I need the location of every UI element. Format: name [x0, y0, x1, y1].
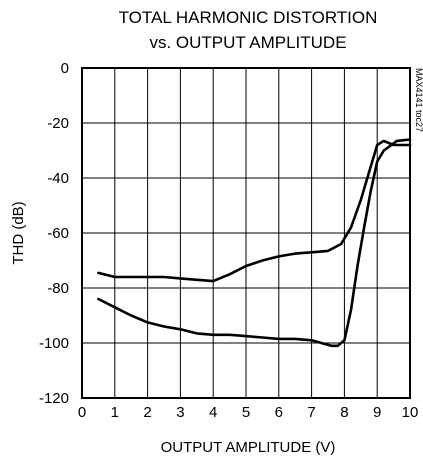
y-tick-label: -80	[47, 280, 69, 297]
y-tick-label: -120	[39, 390, 69, 407]
x-tick-label: 8	[340, 404, 348, 421]
x-tick-label: 0	[78, 404, 86, 421]
x-axis-label: OUTPUT AMPLITUDE (V)	[161, 439, 336, 456]
x-tick-label: 6	[275, 404, 283, 421]
y-tick-label: -60	[47, 225, 69, 242]
x-tick-label: 4	[209, 404, 217, 421]
y-tick-label: -100	[39, 335, 69, 352]
figure-code: MAX4141 toc27	[414, 68, 423, 132]
chart-title-line-2: vs. OUTPUT AMPLITUDE	[149, 33, 346, 52]
y-tick-label: -20	[47, 115, 69, 132]
x-tick-label: 2	[143, 404, 151, 421]
series-line-1	[97, 139, 412, 283]
x-tick-label: 7	[307, 404, 315, 421]
x-tick-label: 3	[176, 404, 184, 421]
grid-lines	[82, 68, 410, 398]
x-tick-label: 10	[402, 404, 419, 421]
x-tick-label: 5	[242, 404, 250, 421]
y-axis-label: THD (dB)	[10, 201, 27, 264]
y-tick-label: 0	[61, 60, 69, 77]
x-tick-label: 9	[373, 404, 381, 421]
y-tick-label: -40	[47, 170, 69, 187]
plot-frame	[81, 67, 411, 399]
data-series	[97, 138, 412, 348]
chart-title-line-1: TOTAL HARMONIC DISTORTION	[119, 8, 378, 27]
tick-labels: 0 1 2 3 4 5 6 7 8 9 10 0 -20 -40 -60 -80 -100 -120	[39, 60, 418, 421]
series-line-2	[97, 138, 412, 348]
x-tick-label: 1	[111, 404, 119, 421]
